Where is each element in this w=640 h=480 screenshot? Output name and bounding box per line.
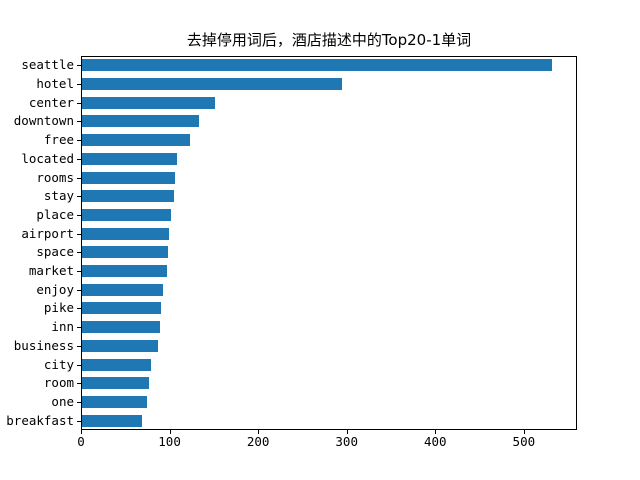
y-tick-mark — [77, 401, 81, 403]
bar-room — [82, 377, 150, 390]
y-tick-label-one: one — [51, 393, 74, 409]
y-tick-mark — [77, 140, 81, 142]
bar-market — [82, 265, 168, 278]
x-tick-mark — [523, 430, 525, 434]
y-tick-mark — [77, 121, 81, 123]
bar-one — [82, 395, 147, 408]
bar-place — [82, 208, 171, 221]
y-tick-label-rooms: rooms — [36, 169, 74, 185]
y-tick-label-space: space — [36, 244, 74, 260]
bar-business — [82, 339, 159, 352]
y-tick-label-enjoy: enjoy — [36, 281, 74, 297]
bar-pike — [82, 302, 161, 315]
x-tick-label-100: 100 — [158, 434, 181, 449]
x-tick-mark — [346, 430, 348, 434]
bar-rooms — [82, 171, 175, 184]
bar-stay — [82, 190, 175, 203]
y-tick-label-free: free — [43, 132, 74, 148]
y-tick-mark — [77, 65, 81, 67]
y-tick-label-business: business — [13, 337, 74, 353]
y-tick-label-inn: inn — [51, 319, 74, 335]
x-tick-label-500: 500 — [512, 434, 536, 449]
y-tick-label-city: city — [43, 356, 74, 372]
y-tick-mark — [77, 196, 81, 198]
y-tick-mark — [77, 420, 81, 422]
y-tick-mark — [77, 345, 81, 347]
y-tick-label-downtown: downtown — [13, 113, 74, 129]
y-tick-label-center: center — [28, 94, 74, 110]
y-tick-mark — [77, 308, 81, 310]
y-tick-label-seattle: seattle — [21, 57, 74, 73]
y-tick-mark — [77, 177, 81, 179]
y-tick-mark — [77, 271, 81, 273]
y-tick-label-room: room — [43, 375, 74, 391]
y-tick-label-hotel: hotel — [36, 76, 74, 92]
bar-space — [82, 246, 168, 259]
y-tick-mark — [77, 102, 81, 104]
chart-title: 去掉停用词后，酒店描述中的Top20-1单词 — [186, 31, 472, 49]
y-tick-mark — [77, 383, 81, 385]
bar-enjoy — [82, 283, 163, 296]
x-tick-label-0: 0 — [77, 434, 85, 449]
bar-inn — [82, 321, 160, 334]
x-tick-mark — [258, 430, 260, 434]
plot-area — [81, 56, 577, 430]
y-tick-label-located: located — [21, 150, 74, 166]
bar-downtown — [82, 115, 199, 128]
bar-center — [82, 96, 215, 109]
y-tick-mark — [77, 214, 81, 216]
y-tick-label-place: place — [36, 206, 74, 222]
y-tick-mark — [77, 84, 81, 86]
bar-hotel — [82, 78, 342, 91]
y-tick-label-stay: stay — [43, 188, 74, 204]
y-tick-mark — [77, 364, 81, 366]
y-tick-mark — [77, 289, 81, 291]
y-tick-mark — [77, 327, 81, 329]
y-tick-mark — [77, 158, 81, 160]
y-tick-label-airport: airport — [21, 225, 74, 241]
x-tick-label-200: 200 — [246, 434, 270, 449]
bar-breakfast — [82, 414, 143, 427]
y-tick-mark — [77, 252, 81, 254]
y-tick-label-breakfast: breakfast — [6, 412, 74, 428]
x-tick-mark — [435, 430, 437, 434]
x-tick-label-300: 300 — [335, 434, 358, 449]
bar-seattle — [82, 59, 553, 72]
x-tick-label-400: 400 — [423, 434, 447, 449]
y-tick-mark — [77, 233, 81, 235]
y-tick-label-pike: pike — [43, 300, 74, 316]
bar-located — [82, 152, 177, 165]
bar-free — [82, 134, 191, 147]
y-tick-label-market: market — [28, 263, 74, 279]
bar-city — [82, 358, 152, 371]
x-tick-mark — [81, 430, 82, 434]
x-tick-mark — [169, 430, 171, 434]
bar-airport — [82, 227, 169, 240]
